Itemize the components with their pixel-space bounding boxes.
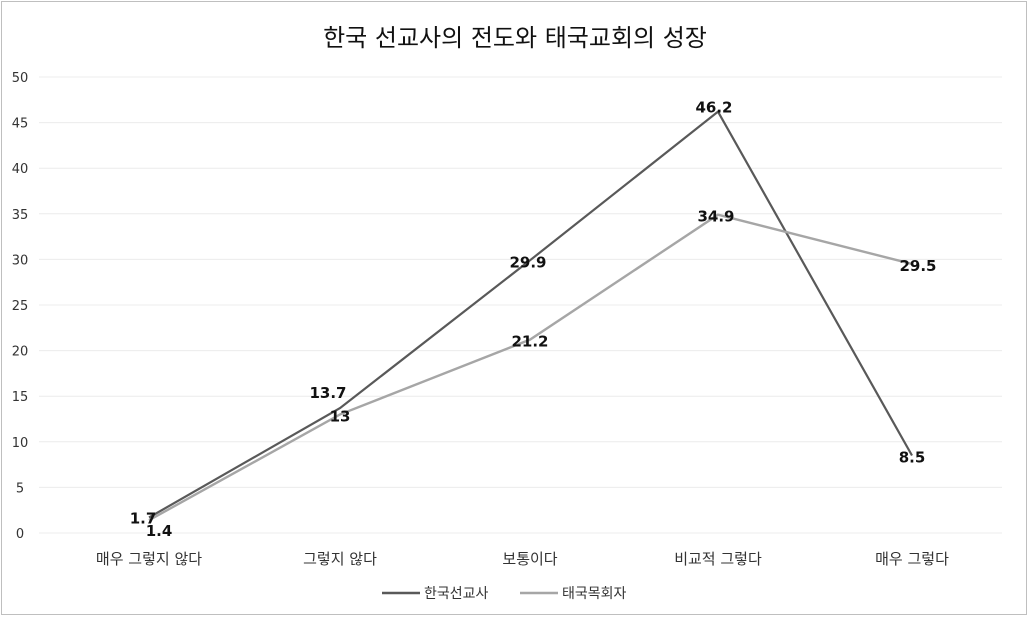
y-tick-label: 35 <box>12 208 29 223</box>
data-label: 8.5 <box>899 448 926 466</box>
y-tick-label: 25 <box>12 299 29 314</box>
y-tick-label: 10 <box>12 436 29 451</box>
x-category-label: 그렇지 않다 <box>303 550 377 568</box>
x-category-label: 매우 그렇다 <box>875 550 949 568</box>
y-tick-label: 45 <box>12 117 29 132</box>
legend-label: 태국목회자 <box>562 586 627 602</box>
y-tick-label: 20 <box>12 345 29 360</box>
y-tick-label: 15 <box>12 390 29 405</box>
series-lines <box>148 109 913 522</box>
x-axis-categories: 매우 그렇지 않다 그렇지 않다 보통이다 비교적 그렇다 매우 그렇다 <box>96 550 949 568</box>
data-labels: 1.7 13.7 29.9 46.2 8.5 1.4 13 21.2 34.9 29.5 <box>130 99 937 541</box>
y-tick-label: 40 <box>12 162 29 177</box>
data-label: 46.2 <box>695 99 732 117</box>
y-tick-label: 0 <box>16 527 24 542</box>
data-label: 21.2 <box>511 333 548 351</box>
y-tick-label: 5 <box>16 481 24 496</box>
chart-title: 한국 선교사의 전도와 태국교회의 성장 <box>323 24 707 52</box>
y-tick-label: 50 <box>12 71 29 86</box>
x-category-label: 매우 그렇지 않다 <box>96 550 202 568</box>
data-label: 29.9 <box>509 253 546 271</box>
data-label: 13 <box>330 407 351 425</box>
data-label: 1.4 <box>146 522 173 540</box>
y-axis-ticks: 0 5 10 15 20 25 30 35 40 45 50 <box>12 71 29 542</box>
data-label: 1.7 <box>130 509 157 527</box>
y-tick-label: 30 <box>12 253 29 268</box>
data-label: 29.5 <box>899 257 936 275</box>
x-category-label: 보통이다 <box>502 550 557 568</box>
legend-label: 한국선교사 <box>424 586 489 602</box>
legend: 한국선교사 태국목회자 <box>382 586 627 602</box>
series-line <box>148 109 913 519</box>
series-line <box>148 213 913 522</box>
x-category-label: 비교적 그렇다 <box>674 550 762 568</box>
data-label: 34.9 <box>697 208 734 226</box>
data-label: 13.7 <box>309 384 346 402</box>
grid-lines <box>39 76 1002 534</box>
